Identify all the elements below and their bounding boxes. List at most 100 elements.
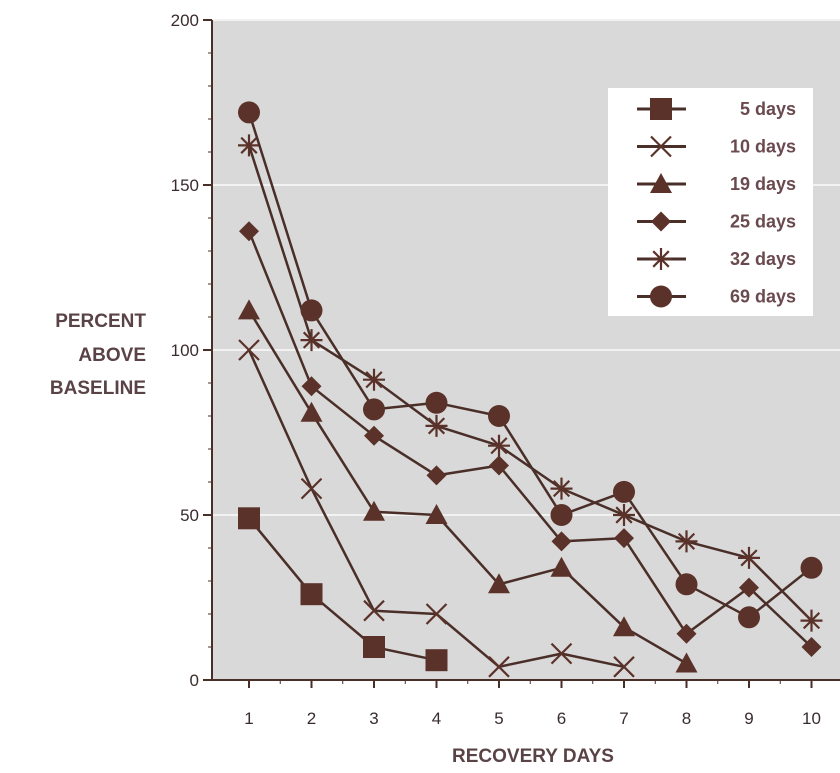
point-32-days-day-4	[425, 414, 448, 437]
point-19-days-day-6	[550, 556, 573, 577]
point-69-days-day-6	[550, 504, 573, 526]
legend-item-69-days: 69 days	[637, 285, 796, 308]
y-axis-title-line-1: PERCENT	[55, 311, 146, 332]
point-32-days-day-1	[238, 134, 260, 157]
point-5-days-day-4	[425, 649, 448, 672]
point-19-days-day-5	[488, 573, 510, 594]
point-10-days-day-3	[363, 599, 385, 622]
legend-label-5-days: 5 days	[740, 99, 796, 119]
series-line-25-days	[247, 230, 813, 648]
point-10-days-day-6	[550, 642, 573, 665]
point-5-days-day-1	[238, 507, 260, 530]
series-69-days	[238, 101, 823, 629]
point-25-days-day-9	[739, 577, 759, 598]
point-69-days-day-1	[238, 101, 260, 124]
legend-item-10-days: 10 days	[637, 135, 796, 158]
x-ticks: 1 2 3 4 5 6 7 8 9 10	[244, 680, 821, 728]
point-69-days-day-10	[800, 556, 823, 579]
point-25-days-day-1	[239, 221, 259, 242]
point-32-days-day-7	[613, 504, 635, 526]
point-32-days-day-6	[550, 477, 573, 500]
point-10-days-day-4	[425, 603, 448, 625]
legend-marker-5-days	[650, 98, 672, 120]
legend-label-25-days: 25 days	[730, 212, 796, 232]
legend-label-10-days: 10 days	[730, 137, 796, 157]
x-tick-label-10: 10	[802, 709, 821, 728]
point-69-days-day-8	[675, 573, 698, 596]
series-10-days	[238, 339, 635, 678]
legend-label-19-days: 19 days	[730, 174, 796, 194]
point-69-days-day-5	[488, 405, 510, 427]
point-32-days-day-9	[738, 546, 760, 569]
legend-item-25-days: 25 days	[637, 211, 796, 232]
legend-marker-25-days	[651, 211, 671, 232]
point-32-days-day-5	[488, 434, 510, 457]
point-32-days-day-10	[800, 609, 823, 632]
series-line-69-days	[247, 112, 813, 619]
x-tick-label-9: 9	[744, 709, 753, 728]
point-25-days-day-6	[551, 531, 572, 552]
point-25-days-day-8	[676, 623, 697, 644]
point-25-days-day-7	[614, 528, 634, 549]
point-10-days-day-1	[238, 339, 260, 361]
x-tick-label-3: 3	[369, 709, 378, 728]
y-axis-title: PERCENT ABOVE BASELINE	[50, 311, 146, 399]
y-tick-label-200: 200	[171, 11, 199, 30]
x-tick-label-2: 2	[307, 709, 316, 728]
legend-marker-32-days	[650, 248, 672, 270]
legend-box	[608, 88, 813, 316]
x-axis-title: RECOVERY DAYS	[452, 746, 614, 767]
legend-marker-69-days	[650, 285, 672, 308]
y-tick-label-150: 150	[171, 176, 199, 195]
point-10-days-day-5	[488, 656, 510, 678]
point-32-days-day-3	[363, 368, 385, 391]
legend-label-69-days: 69 days	[730, 287, 796, 307]
y-tick-label-50: 50	[180, 506, 199, 525]
legend-item-5-days: 5 days	[637, 98, 796, 120]
point-19-days-day-1	[238, 299, 260, 320]
point-10-days-day-2	[300, 477, 323, 500]
point-19-days-day-3	[363, 500, 385, 521]
series-line-5-days	[248, 517, 437, 662]
legend-label-32-days: 32 days	[730, 249, 796, 269]
y-tick-label-100: 100	[171, 341, 199, 360]
point-69-days-day-9	[738, 606, 760, 629]
x-tick-label-4: 4	[432, 709, 441, 728]
legend: 5 days 10 days 19 days 25 days 32 days 69 day…	[608, 88, 813, 316]
legend-item-19-days: 19 days	[637, 173, 796, 194]
y-ticks: 0 50 100 150 200	[171, 11, 212, 690]
point-32-days-day-2	[300, 329, 323, 352]
point-19-days-day-8	[675, 652, 698, 673]
point-25-days-day-4	[426, 465, 447, 486]
point-19-days-day-2	[300, 401, 323, 422]
legend-item-32-days: 32 days	[637, 248, 796, 270]
point-69-days-day-7	[613, 480, 635, 503]
legend-marker-19-days	[650, 173, 672, 193]
point-69-days-day-4	[425, 391, 448, 414]
point-25-days-day-3	[364, 425, 384, 446]
point-25-days-day-10	[801, 637, 822, 657]
point-69-days-day-3	[363, 398, 385, 421]
x-tick-label-5: 5	[494, 709, 503, 728]
y-axis-title-line-2: ABOVE	[78, 345, 146, 366]
x-tick-label-7: 7	[619, 709, 628, 728]
point-19-days-day-7	[613, 616, 635, 637]
series-19-days	[238, 299, 698, 673]
series-line-19-days	[247, 309, 688, 665]
series-25-days	[239, 221, 822, 657]
x-tick-label-6: 6	[557, 709, 566, 728]
x-tick-label-1: 1	[244, 709, 253, 728]
legend-marker-10-days	[650, 135, 672, 158]
series-5-days	[238, 507, 448, 672]
point-69-days-day-2	[300, 299, 323, 322]
point-25-days-day-2	[301, 376, 322, 397]
series-layer	[238, 101, 823, 678]
point-32-days-day-8	[675, 530, 698, 553]
point-19-days-day-4	[425, 504, 448, 524]
point-25-days-day-5	[489, 455, 509, 476]
point-5-days-day-2	[300, 583, 323, 606]
point-10-days-day-7	[613, 656, 635, 678]
y-tick-label-0: 0	[190, 671, 199, 690]
point-5-days-day-3	[363, 636, 385, 658]
